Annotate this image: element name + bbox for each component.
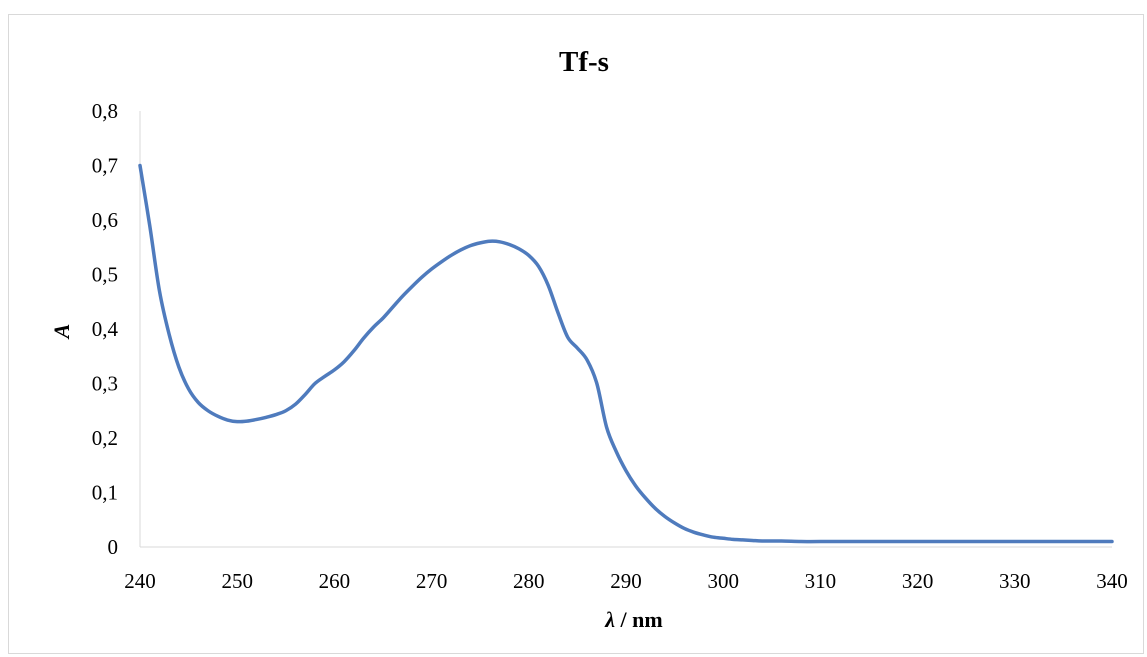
y-tick-label: 0,3 [92, 372, 118, 396]
x-tick-label: 310 [805, 569, 837, 593]
y-tick-label: 0,1 [92, 481, 118, 505]
y-tick-label: 0,6 [92, 208, 118, 232]
series-line-absorbance [138, 163, 1114, 544]
x-tick-label: 290 [610, 569, 642, 593]
line-chart: Tf-s 0 0,1 0,2 0,3 0,4 0,5 0,6 0,7 0,8 240 250 260… [49, 46, 1128, 632]
x-tick-label: 280 [513, 569, 545, 593]
x-tick-label: 320 [902, 569, 934, 593]
x-tick-label: 250 [221, 569, 253, 593]
y-tick-label: 0,2 [92, 426, 118, 450]
y-tick-label: 0,7 [92, 154, 118, 178]
x-tick-label: 330 [999, 569, 1031, 593]
x-tick-labels: 240 250 260 270 280 290 300 310 320 330 340 [124, 569, 1128, 593]
chart-frame: Tf-s 0 0,1 0,2 0,3 0,4 0,5 0,6 0,7 0,8 240 250 260… [8, 14, 1144, 654]
x-tick-label: 240 [124, 569, 156, 593]
y-tick-label: 0 [108, 535, 119, 559]
x-axis-title-symbol: λ [604, 607, 615, 632]
x-axis-title: λ / nm [604, 607, 662, 632]
y-axis-title: A [49, 324, 74, 341]
y-tick-label: 0,4 [92, 317, 119, 341]
x-tick-label: 260 [319, 569, 351, 593]
x-axis-title-unit: / nm [615, 607, 663, 632]
chart-title: Tf-s [559, 46, 609, 78]
y-tick-label: 0,8 [92, 99, 118, 123]
y-tick-labels: 0 0,1 0,2 0,3 0,4 0,5 0,6 0,7 0,8 [92, 99, 119, 559]
x-tick-label: 300 [707, 569, 739, 593]
y-tick-label: 0,5 [92, 263, 118, 287]
x-tick-label: 340 [1096, 569, 1128, 593]
x-tick-label: 270 [416, 569, 448, 593]
